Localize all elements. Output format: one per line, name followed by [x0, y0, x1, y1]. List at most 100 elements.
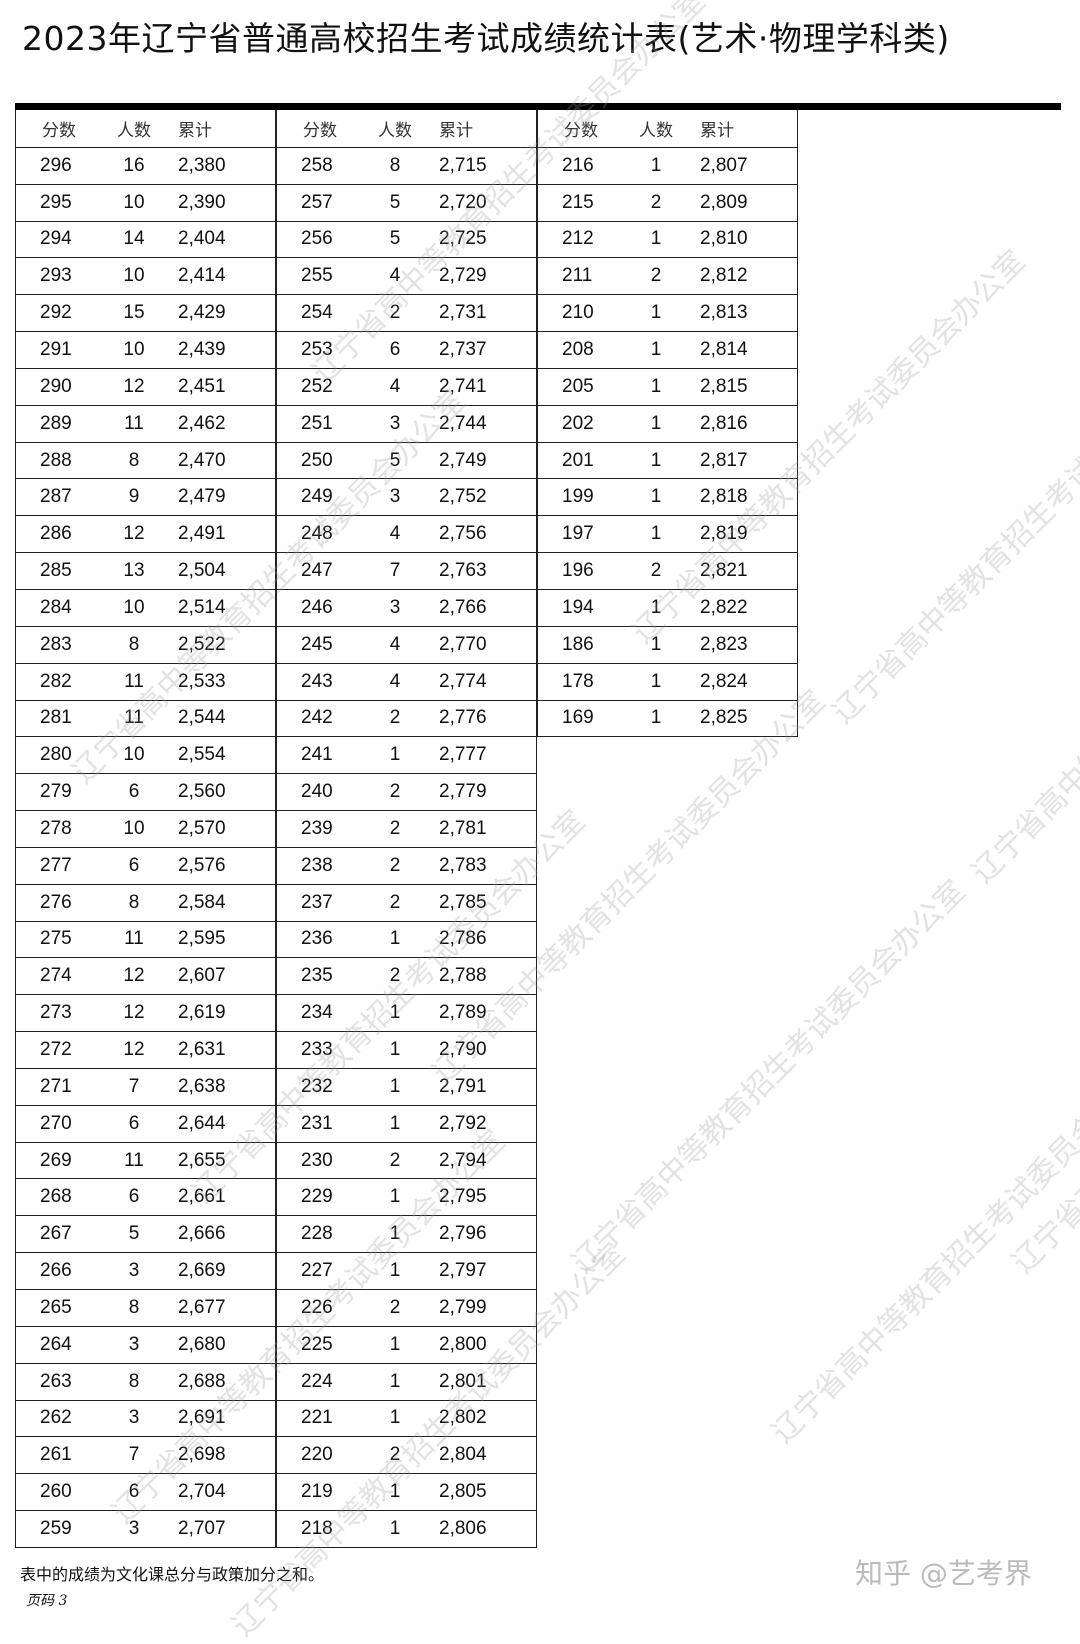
count-cell: 13 [123, 560, 145, 582]
count-cell: 2 [389, 891, 401, 913]
score-cell: 178 [562, 670, 594, 692]
score-cell: 253 [301, 338, 333, 360]
count-cell: 2 [650, 265, 662, 287]
score-cell: 224 [301, 1370, 333, 1392]
count-cell: 6 [128, 854, 140, 876]
count-cell: 11 [124, 1149, 144, 1171]
score-cell: 286 [40, 523, 72, 545]
table-row: 291 10 2,439 [16, 331, 275, 368]
score-cell: 238 [301, 854, 333, 876]
cumulative-cell: 2,813 [700, 302, 748, 324]
count-cell: 10 [123, 596, 145, 618]
cumulative-cell: 2,584 [178, 891, 226, 913]
score-cell: 232 [301, 1075, 333, 1097]
score-cell: 264 [40, 1333, 72, 1355]
score-cell: 235 [301, 965, 333, 987]
count-header: 人数 [639, 120, 673, 141]
score-cell: 243 [301, 670, 333, 692]
count-cell: 3 [128, 1517, 140, 1539]
table-row: 229 1 2,795 [277, 1178, 536, 1215]
count-cell: 6 [128, 1481, 140, 1503]
table-header: 分数 人数 累计 [277, 110, 536, 147]
count-cell: 1 [650, 338, 662, 360]
table-row: 225 1 2,800 [277, 1325, 536, 1363]
table-row: 169 1 2,825 [538, 699, 797, 737]
score-cell: 241 [301, 744, 333, 766]
cumulative-cell: 2,809 [700, 191, 748, 213]
count-cell: 4 [389, 633, 401, 655]
score-cell: 272 [40, 1039, 72, 1061]
count-cell: 5 [128, 1223, 140, 1245]
score-cell: 220 [301, 1444, 333, 1466]
table-row: 186 1 2,823 [538, 625, 797, 663]
table-row: 265 8 2,677 [16, 1289, 275, 1326]
score-cell: 281 [40, 707, 72, 729]
score-cell: 280 [40, 744, 72, 766]
score-cell: 260 [40, 1481, 72, 1503]
count-cell: 1 [650, 670, 662, 692]
table-row: 287 9 2,479 [16, 478, 275, 515]
footnote: 表中的成绩为文化课总分与政策加分之和。 [20, 1565, 325, 1584]
table-row: 260 6 2,704 [16, 1473, 275, 1510]
cumulative-header: 累计 [439, 120, 473, 141]
cumulative-cell: 2,741 [439, 375, 487, 397]
count-cell: 1 [650, 412, 662, 434]
count-cell: 1 [389, 1039, 401, 1061]
table-row: 273 12 2,619 [16, 994, 275, 1031]
score-cell: 258 [301, 154, 333, 176]
score-cell: 221 [301, 1407, 333, 1429]
cumulative-cell: 2,770 [439, 633, 487, 655]
table-row: 292 15 2,429 [16, 294, 275, 331]
count-cell: 2 [389, 965, 401, 987]
cumulative-cell: 2,822 [700, 596, 748, 618]
score-cell: 284 [40, 596, 72, 618]
score-header: 分数 [42, 120, 76, 141]
cumulative-cell: 2,791 [439, 1075, 487, 1097]
page-number: 页码 3 [26, 1593, 68, 1609]
score-cell: 254 [301, 302, 333, 324]
count-cell: 4 [389, 670, 401, 692]
count-cell: 3 [128, 1407, 140, 1429]
table-row: 294 14 2,404 [16, 220, 275, 258]
score-cell: 210 [562, 302, 594, 324]
cumulative-cell: 2,595 [178, 928, 226, 950]
score-cell: 212 [562, 228, 594, 250]
table-row: 212 1 2,810 [538, 220, 797, 258]
count-cell: 11 [124, 707, 144, 729]
table-row: 236 1 2,786 [277, 920, 536, 958]
table-row: 197 1 2,819 [538, 515, 797, 552]
cumulative-cell: 2,631 [178, 1039, 226, 1061]
score-cell: 230 [301, 1149, 333, 1171]
score-cell: 261 [40, 1444, 72, 1466]
score-cell: 294 [40, 228, 72, 250]
cumulative-cell: 2,785 [439, 891, 487, 913]
table-row: 259 3 2,707 [16, 1510, 275, 1547]
table-row: 268 6 2,661 [16, 1178, 275, 1215]
score-cell: 274 [40, 965, 72, 987]
table-row: 235 2 2,788 [277, 957, 536, 994]
score-cell: 208 [562, 338, 594, 360]
cumulative-cell: 2,789 [439, 1002, 487, 1024]
count-cell: 5 [389, 228, 401, 250]
score-cell: 296 [40, 154, 72, 176]
table-row: 220 2 2,804 [277, 1436, 536, 1473]
count-cell: 7 [128, 1075, 140, 1097]
cumulative-cell: 2,788 [439, 965, 487, 987]
score-table-2: 分数 人数 累计 258 8 2,715 257 5 2,720 256 5 2,725 255 4 2,7… [276, 110, 537, 1548]
cumulative-cell: 2,810 [700, 228, 748, 250]
watermark: 辽宁省高中等教育招生考试委员会办公室 [565, 873, 973, 1281]
cumulative-cell: 2,766 [439, 596, 487, 618]
table-header: 分数 人数 累计 [16, 110, 275, 147]
table-row: 196 2 2,821 [538, 552, 797, 589]
count-cell: 7 [128, 1444, 140, 1466]
cumulative-cell: 2,825 [700, 707, 748, 729]
score-cell: 229 [301, 1186, 333, 1208]
table-row: 284 10 2,514 [16, 588, 275, 626]
count-cell: 8 [389, 154, 401, 176]
cumulative-cell: 2,720 [439, 191, 487, 213]
count-cell: 1 [389, 1223, 401, 1245]
table-row: 194 1 2,822 [538, 588, 797, 626]
count-cell: 3 [389, 596, 401, 618]
cumulative-cell: 2,752 [439, 486, 487, 508]
score-cell: 201 [562, 449, 594, 471]
